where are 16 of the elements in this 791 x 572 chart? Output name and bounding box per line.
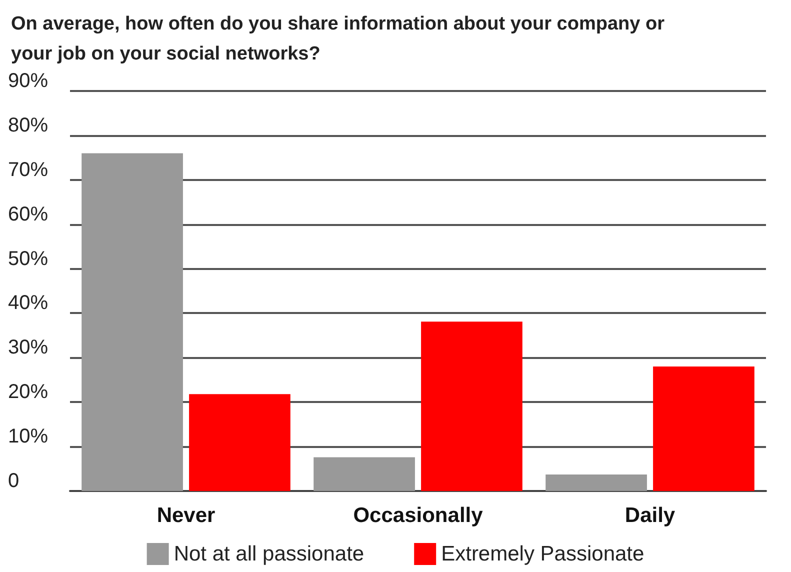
- y-tick-label: 70%: [8, 158, 48, 181]
- y-tick-label: 90%: [8, 70, 48, 92]
- y-tick-label: 0: [8, 470, 20, 492]
- y-tick-label: 50%: [8, 248, 48, 270]
- x-tick-label: Occasionally: [353, 504, 484, 527]
- y-tick-label: 20%: [8, 381, 48, 404]
- y-tick-label: 30%: [8, 336, 48, 359]
- legend-label: Extremely Passionate: [441, 542, 644, 566]
- y-tick-label: 40%: [8, 292, 48, 314]
- chart-title: On average, how often do you share information about your company or your job on your social networks?: [11, 14, 666, 64]
- y-tick-label: 60%: [8, 203, 48, 226]
- y-tick-label: 80%: [8, 114, 48, 136]
- legend-label: Not at all passionate: [174, 542, 364, 566]
- x-tick-label: Never: [156, 504, 216, 527]
- x-tick-label: Daily: [624, 504, 676, 527]
- y-tick-label: 10%: [8, 426, 48, 448]
